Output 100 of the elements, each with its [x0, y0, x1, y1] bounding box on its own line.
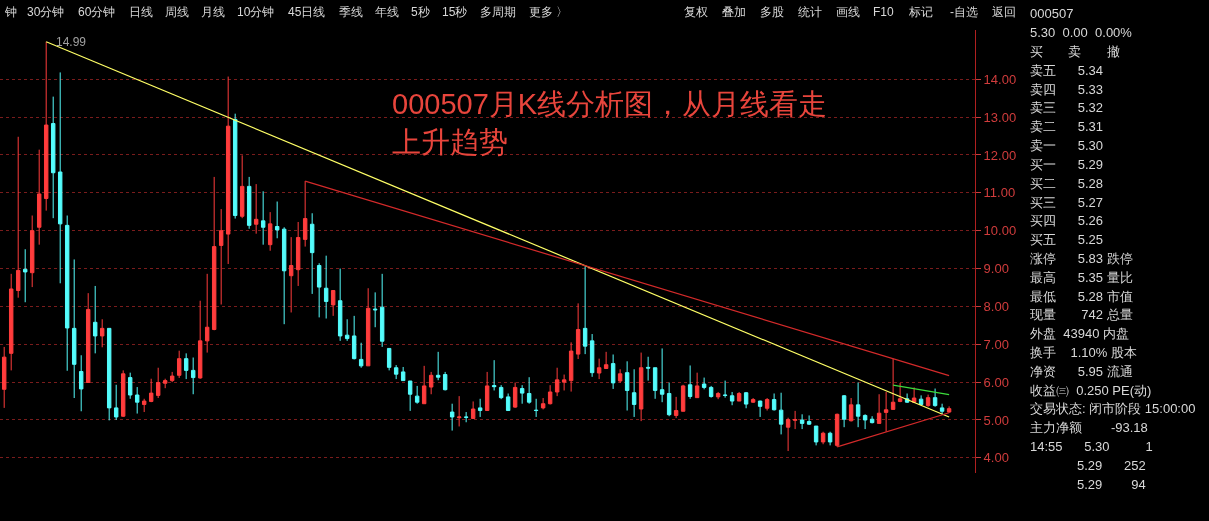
- candlestick: [778, 392, 784, 435]
- text: 复权: [684, 5, 708, 19]
- text: 月线: [201, 5, 225, 19]
- y-tick-label: 10.00: [983, 223, 1017, 239]
- candlestick: [771, 392, 777, 412]
- candlestick: [141, 398, 147, 413]
- text: 买一 5.29: [1030, 157, 1103, 172]
- candlestick: [680, 384, 686, 412]
- candlestick: [421, 365, 427, 405]
- candlestick: [218, 208, 224, 306]
- candlestick: [204, 273, 210, 354]
- y-tick-label: 8.00: [983, 298, 1009, 314]
- candlestick: [120, 369, 126, 418]
- candlestick: [316, 262, 322, 318]
- candlestick: [540, 397, 546, 410]
- text: 周线: [165, 5, 189, 19]
- candlestick: [855, 382, 861, 428]
- candlestick: [253, 183, 259, 235]
- candlestick: [393, 364, 399, 380]
- candlestick: [526, 376, 532, 405]
- text: 60分钟: [78, 5, 116, 19]
- candlestick: [134, 386, 140, 415]
- candlestick: [57, 71, 63, 284]
- candlestick: [43, 41, 49, 212]
- candlestick: [225, 76, 231, 265]
- y-tick-label: 6.00: [983, 374, 1009, 390]
- candlestick: [330, 290, 336, 317]
- text: 卖三 5.32: [1030, 100, 1103, 115]
- candlestick: [190, 357, 196, 395]
- candlestick: [925, 394, 931, 408]
- text: 现量 742 总量: [1030, 307, 1133, 322]
- text: 卖五 5.34: [1030, 63, 1103, 78]
- text: 涨停 5.83 跌停: [1030, 251, 1133, 266]
- text: 000507月K线分析图，从月线看走上升趋势: [392, 88, 828, 158]
- candlestick: [750, 397, 756, 404]
- candlestick: [106, 327, 112, 421]
- candlestick: [260, 190, 266, 246]
- candlestick: [554, 367, 560, 397]
- candlestick: [813, 425, 819, 446]
- candlestick: [806, 414, 812, 426]
- candlestick: [561, 374, 567, 391]
- text: 买二 5.28: [1030, 176, 1103, 191]
- candlestick: [365, 287, 371, 367]
- candlestick: [29, 215, 35, 288]
- y-tick-label: 9.00: [983, 261, 1009, 277]
- text: 多股: [760, 5, 784, 19]
- candlestick: [372, 291, 378, 328]
- candlestick: [883, 391, 889, 433]
- candlestick: [659, 347, 665, 403]
- y-tick-label: 13.00: [983, 109, 1017, 125]
- candlestick: [470, 400, 476, 419]
- candlestick: [50, 96, 56, 219]
- candlestick: [1, 346, 7, 409]
- candlestick: [491, 359, 497, 391]
- candlestick: [617, 368, 623, 384]
- candlestick: [568, 341, 574, 393]
- text: 最高 5.35 量比: [1030, 270, 1133, 285]
- text: -自选: [950, 5, 978, 19]
- candlestick: [582, 265, 588, 355]
- candlestick: [337, 268, 343, 342]
- candlestick: [631, 368, 637, 418]
- text: 10分钟: [237, 5, 275, 19]
- text: 年线: [375, 5, 399, 19]
- text: 5.29 252: [1030, 458, 1146, 473]
- y-tick-label: 7.00: [983, 336, 1009, 352]
- candlestick: [71, 258, 77, 399]
- text: 净资 5.95 流通: [1030, 364, 1133, 379]
- candlestick: [792, 410, 798, 430]
- candlestick: [477, 398, 483, 418]
- candlestick: [722, 380, 728, 399]
- text: 钟: [4, 5, 17, 19]
- candlestick: [519, 384, 525, 405]
- candlestick: [911, 386, 917, 404]
- candlestick: [358, 342, 364, 369]
- candlestick: [127, 372, 133, 400]
- text: 买三 5.27: [1030, 195, 1103, 210]
- candlestick: [498, 384, 504, 400]
- candlestick: [876, 393, 882, 424]
- candlestick: [603, 351, 609, 369]
- candlestick: [708, 385, 714, 399]
- candlestick: [449, 403, 455, 432]
- candlestick: [183, 352, 189, 380]
- candlestick: [22, 248, 28, 303]
- candlestick: [36, 149, 42, 246]
- candlestick: [610, 353, 616, 390]
- text: 卖二 5.31: [1030, 119, 1103, 134]
- candlestick: [743, 391, 749, 409]
- text: 换手 1.10% 股本: [1030, 345, 1137, 360]
- candlestick: [939, 403, 945, 415]
- candlestick: [386, 347, 392, 371]
- text: 外盘 43940 内盘: [1030, 326, 1129, 341]
- candlestick: [197, 300, 203, 380]
- text: 5秒: [411, 5, 430, 19]
- candlestick: [652, 367, 658, 400]
- candlestick: [442, 371, 448, 391]
- candlestick: [267, 211, 273, 252]
- candlestick: [757, 400, 763, 418]
- y-tick-label: 12.00: [983, 147, 1017, 163]
- text: 返回: [992, 5, 1016, 19]
- candlestick: [351, 315, 357, 360]
